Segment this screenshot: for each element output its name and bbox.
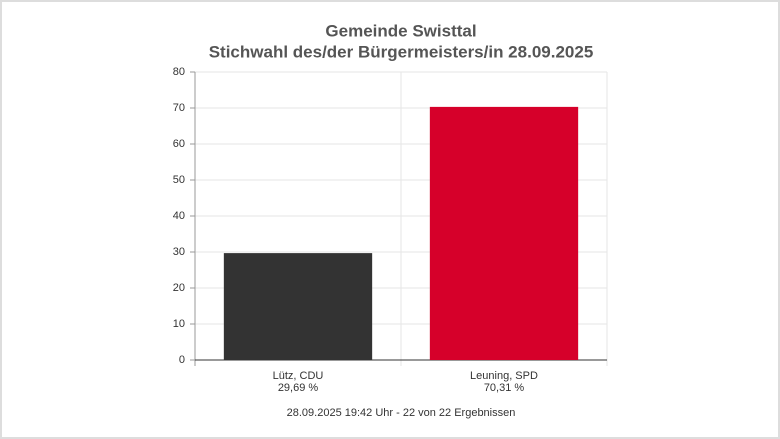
y-tick-label: 20 [173,282,185,294]
y-tick-label: 70 [173,102,185,114]
chart-title: Gemeinde Swisttal [325,21,476,40]
y-tick-label: 80 [173,66,185,78]
y-tick-label: 0 [179,354,185,366]
y-tick-label: 40 [173,210,185,222]
x-tick-label: Lütz, CDU [273,370,324,382]
y-tick-label: 30 [173,246,185,258]
bar [429,106,579,360]
bar [223,253,373,360]
value-label: 70,31 % [484,382,525,394]
y-tick-label: 10 [173,318,185,330]
x-tick-label: Leuning, SPD [470,370,538,382]
y-tick-label: 50 [173,174,185,186]
value-label: 29,69 % [278,382,319,394]
y-tick-label: 60 [173,138,185,150]
chart-subtitle: Stichwahl des/der Bürgermeisters/in 28.0… [209,42,594,61]
footnote: 28.09.2025 19:42 Uhr - 22 von 22 Ergebni… [287,407,516,419]
